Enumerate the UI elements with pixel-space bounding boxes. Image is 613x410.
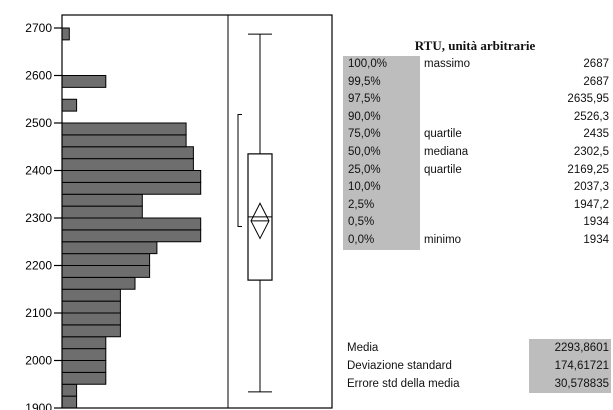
quantile-row: 2,5% 1947,2: [343, 196, 611, 215]
mean-diamond: [250, 202, 270, 240]
quantile-value: 1934: [583, 233, 609, 246]
quantile-label: [420, 214, 538, 232]
histogram-bar-13: [61, 241, 158, 255]
histogram-bar-8: [61, 300, 121, 314]
quantile-percent: 50,0%: [343, 143, 420, 162]
quantile-value: 2687: [583, 58, 609, 70]
quantile-percent: 0,0%: [343, 231, 420, 250]
quantile-percent: 10,0%: [343, 179, 420, 197]
quantile-value: 2526,3: [573, 110, 609, 123]
panel-title: RTU, unità arbitrarie: [414, 38, 536, 53]
quantile-row: 100,0% massimo 2687: [343, 56, 611, 74]
histogram-bar-1: [61, 383, 78, 397]
quantile-label: quartile: [424, 128, 462, 141]
moments-table: Media 2293,8601 Deviazione standard 174,617…: [343, 339, 611, 393]
quantile-value: 2302,5: [573, 145, 609, 158]
histogram-bar-10: [61, 276, 136, 290]
moment-label: Media: [347, 342, 379, 354]
quantiles-table: 100,0% massimo 2687 99,5% 2687 97,5% 2635,95 90…: [343, 56, 611, 250]
histogram-bar-4: [61, 348, 107, 361]
moment-value: 174,61721: [529, 357, 611, 375]
distribution-chart: 1900 2000 2100 2200 2300 2400 2500 2600 2700: [25, 14, 333, 410]
y-axis-ticks: 1900 2000 2100 2200 2300 2400 2500 2600 2700: [25, 21, 62, 410]
moment-row: Errore std della media 30,578835: [343, 375, 611, 393]
histogram-bar-11: [61, 265, 151, 278]
moment-row: Deviazione standard 174,61721: [343, 357, 611, 375]
quantile-label: minimo: [424, 233, 462, 246]
histogram-bar-18: [61, 181, 202, 195]
quantile-row: 97,5% 2635,95: [343, 91, 611, 109]
histogram-bar-20: [61, 158, 194, 171]
quantile-percent: 25,0%: [343, 161, 420, 180]
moment-value: 2293,8601: [529, 339, 611, 357]
y-tick-label-2400: 2400: [25, 164, 52, 178]
y-tick-label-2300: 2300: [25, 211, 52, 225]
quantile-value: 2687: [583, 75, 609, 88]
histogram-bar-31: [61, 27, 70, 41]
histogram-bar-25: [61, 98, 78, 112]
moment-row: Media 2293,8601: [343, 339, 611, 357]
quantile-row: 10,0% 2037,3: [343, 179, 611, 197]
quantile-label: [420, 109, 538, 127]
quantile-row: 0,5% 1934: [343, 214, 611, 232]
quantile-percent: 2,5%: [343, 196, 420, 215]
plot-frame: [61, 14, 333, 409]
histogram-bar-15: [61, 217, 202, 231]
histogram-bar-0: [61, 395, 78, 409]
histogram-bar-27: [61, 75, 107, 88]
histogram-bar-14: [61, 229, 202, 243]
quantile-value: 1947,2: [573, 198, 609, 211]
quantile-row: 99,5% 2687: [343, 73, 611, 92]
histogram-bar-2: [61, 371, 107, 385]
y-tick-label-2700: 2700: [25, 21, 52, 35]
histogram-bar-5: [61, 336, 107, 350]
quantile-label: [420, 179, 538, 197]
quantile-label: [420, 74, 538, 92]
quantile-value: 2169,25: [567, 163, 609, 176]
quantile-percent: 99,5%: [343, 73, 420, 92]
histogram-bar-16: [61, 205, 143, 219]
quantile-label: [420, 197, 538, 215]
quantile-value: 2037,3: [573, 181, 609, 194]
histogram-bar-3: [61, 360, 107, 373]
quantile-value: 2635,95: [567, 93, 609, 106]
y-tick-label-2100: 2100: [25, 306, 52, 320]
histogram-bar-21: [61, 146, 194, 160]
y-tick-label-2200: 2200: [25, 259, 52, 273]
histogram-bars: [61, 27, 202, 409]
histogram-bar-9: [61, 288, 121, 302]
histogram-bar-22: [61, 134, 187, 148]
histogram-bar-6: [61, 324, 121, 338]
boxplot: [237, 33, 273, 393]
quantile-value: 1934: [583, 216, 609, 229]
quantile-percent: 90,0%: [343, 108, 420, 127]
quantile-label: massimo: [424, 58, 471, 70]
y-tick-label-2500: 2500: [25, 116, 52, 130]
quantile-label: [420, 91, 538, 109]
quantile-row: 90,0% 2526,3: [343, 108, 611, 127]
quantile-row: 50,0% mediana 2302,5: [343, 143, 611, 162]
moment-label: Deviazione standard: [347, 360, 452, 372]
y-tick-label-2600: 2600: [25, 69, 52, 83]
quantile-percent: 75,0%: [343, 126, 420, 144]
histogram-bar-23: [61, 122, 187, 136]
histogram-bar-12: [61, 253, 151, 266]
histogram-bar-17: [61, 193, 143, 207]
quantile-percent: 100,0%: [343, 56, 420, 74]
quantile-row: 25,0% quartile 2169,25: [343, 161, 611, 180]
histogram-bar-19: [61, 170, 202, 183]
quantile-percent: 97,5%: [343, 91, 420, 109]
y-tick-label-1900: 1900: [25, 401, 52, 410]
moment-value: 30,578835: [529, 375, 611, 393]
moment-label: Errore std della media: [347, 378, 460, 390]
quantile-row: 0,0% minimo 1934: [343, 231, 611, 250]
y-tick-label-2000: 2000: [25, 354, 52, 368]
histogram-bar-7: [61, 312, 121, 326]
quantile-row: 75,0% quartile 2435: [343, 126, 611, 144]
quantile-label: mediana: [424, 145, 469, 158]
quantile-value: 2435: [583, 128, 609, 141]
quantile-percent: 0,5%: [343, 214, 420, 232]
quantile-label: quartile: [424, 163, 462, 176]
shortest-half-bracket: [237, 113, 242, 228]
